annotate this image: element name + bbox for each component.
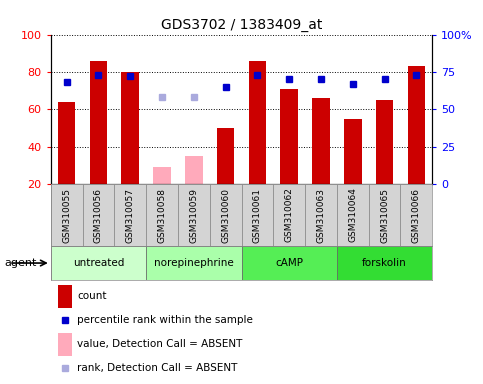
Text: GSM310066: GSM310066 (412, 187, 421, 243)
Bar (281, 89, 298, 184)
Bar (58, 102, 75, 184)
Bar (90, 61, 107, 184)
Bar (305, 184, 337, 246)
Bar (242, 246, 337, 280)
Text: norepinephrine: norepinephrine (154, 258, 234, 268)
Bar (400, 184, 432, 246)
Text: GSM310055: GSM310055 (62, 187, 71, 243)
Bar (185, 156, 202, 184)
Bar (58, 333, 71, 356)
Text: GSM310064: GSM310064 (348, 188, 357, 242)
Text: GSM310059: GSM310059 (189, 187, 199, 243)
Bar (369, 184, 400, 246)
Text: GSM310063: GSM310063 (316, 187, 326, 243)
Bar (312, 98, 330, 184)
Text: GSM310058: GSM310058 (157, 187, 167, 243)
Text: GSM310056: GSM310056 (94, 187, 103, 243)
Text: rank, Detection Call = ABSENT: rank, Detection Call = ABSENT (77, 363, 238, 373)
Text: count: count (77, 291, 107, 301)
Bar (337, 184, 369, 246)
Text: GSM310061: GSM310061 (253, 187, 262, 243)
Bar (376, 100, 393, 184)
Bar (51, 184, 83, 246)
Bar (344, 119, 362, 184)
Text: agent: agent (5, 258, 37, 268)
Bar (408, 66, 425, 184)
Bar (178, 184, 210, 246)
Text: GSM310057: GSM310057 (126, 187, 135, 243)
Bar (217, 128, 234, 184)
Bar (337, 246, 432, 280)
Text: GSM310060: GSM310060 (221, 187, 230, 243)
Title: GDS3702 / 1383409_at: GDS3702 / 1383409_at (161, 18, 322, 32)
Bar (114, 184, 146, 246)
Bar (273, 184, 305, 246)
Bar (58, 285, 71, 308)
Text: cAMP: cAMP (275, 258, 303, 268)
Bar (153, 167, 171, 184)
Text: untreated: untreated (73, 258, 124, 268)
Bar (146, 246, 242, 280)
Bar (121, 72, 139, 184)
Bar (51, 246, 146, 280)
Text: forskolin: forskolin (362, 258, 407, 268)
Text: GSM310065: GSM310065 (380, 187, 389, 243)
Text: percentile rank within the sample: percentile rank within the sample (77, 315, 253, 325)
Text: GSM310062: GSM310062 (284, 188, 294, 242)
Bar (242, 184, 273, 246)
Text: value, Detection Call = ABSENT: value, Detection Call = ABSENT (77, 339, 243, 349)
Bar (249, 61, 266, 184)
Bar (210, 184, 242, 246)
Bar (146, 184, 178, 246)
Bar (83, 184, 114, 246)
